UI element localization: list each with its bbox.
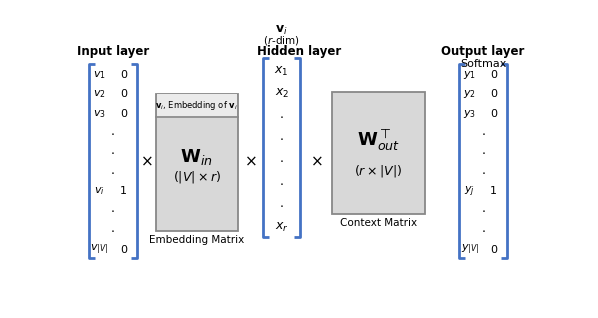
Text: $\mathbf{v}_i$: $\mathbf{v}_i$: [275, 24, 288, 37]
Text: $v_3$: $v_3$: [93, 108, 106, 120]
Text: $(r \times |V|)$: $(r \times |V|)$: [355, 163, 402, 179]
Text: $\times$: $\times$: [244, 154, 257, 169]
Text: $v_{|V|}$: $v_{|V|}$: [90, 243, 108, 257]
Text: $\times$: $\times$: [310, 154, 322, 169]
Text: 0: 0: [490, 245, 498, 255]
Text: Output layer: Output layer: [441, 45, 525, 58]
Text: $x_2$: $x_2$: [274, 87, 289, 100]
Bar: [157, 94, 237, 116]
Text: $\cdot$: $\cdot$: [279, 110, 284, 123]
Text: $y_3$: $y_3$: [463, 108, 476, 120]
Text: $\mathbf{W}_{in}$: $\mathbf{W}_{in}$: [181, 147, 213, 167]
Text: $\cdot$: $\cdot$: [481, 224, 486, 237]
Text: $\cdot$: $\cdot$: [111, 127, 115, 140]
Text: Embedding Matrix: Embedding Matrix: [149, 235, 245, 245]
Text: 0: 0: [120, 89, 127, 100]
Text: $\times$: $\times$: [140, 154, 152, 169]
Text: $\cdot$: $\cdot$: [481, 204, 486, 217]
Text: $\cdot$: $\cdot$: [111, 204, 115, 217]
Text: $v_i$: $v_i$: [94, 185, 105, 197]
Text: Input layer: Input layer: [77, 45, 149, 58]
Text: 1: 1: [490, 186, 498, 197]
Text: $\cdot$: $\cdot$: [279, 199, 284, 212]
Text: $\cdot$: $\cdot$: [279, 155, 284, 167]
Text: 0: 0: [120, 245, 127, 255]
Text: 1: 1: [120, 186, 127, 197]
Text: $v_1$: $v_1$: [93, 69, 106, 81]
Text: $y_j$: $y_j$: [464, 184, 475, 199]
Text: $\cdot$: $\cdot$: [111, 224, 115, 237]
Text: $y_1$: $y_1$: [463, 69, 476, 81]
Text: 0: 0: [120, 70, 127, 80]
Text: $(|V| \times r)$: $(|V| \times r)$: [173, 169, 221, 185]
Text: $(r$-dim): $(r$-dim): [263, 34, 300, 47]
Text: $y_2$: $y_2$: [463, 88, 476, 100]
Text: Context Matrix: Context Matrix: [340, 218, 417, 228]
Text: $x_1$: $x_1$: [274, 65, 289, 78]
Text: Hidden layer: Hidden layer: [257, 45, 341, 58]
Text: $y_{|V|}$: $y_{|V|}$: [460, 243, 479, 257]
Text: $\cdot$: $\cdot$: [481, 127, 486, 140]
Text: $\mathbf{v}_i$, Embedding of $\mathbf{v}_i$: $\mathbf{v}_i$, Embedding of $\mathbf{v}…: [155, 99, 238, 112]
Text: $v_2$: $v_2$: [93, 88, 106, 100]
Text: Softmax: Softmax: [460, 59, 507, 69]
Text: $\cdot$: $\cdot$: [279, 132, 284, 145]
Bar: [332, 92, 425, 214]
Text: $\cdot$: $\cdot$: [279, 177, 284, 190]
Text: $\cdot$: $\cdot$: [481, 166, 486, 178]
Text: 0: 0: [490, 70, 498, 80]
Text: $\cdot$: $\cdot$: [111, 166, 115, 178]
Text: $x_r$: $x_r$: [275, 221, 289, 234]
Text: $\mathbf{W}_{out}^{\top}$: $\mathbf{W}_{out}^{\top}$: [357, 128, 400, 153]
Text: $\cdot$: $\cdot$: [111, 146, 115, 159]
Text: 0: 0: [490, 89, 498, 100]
Text: 0: 0: [120, 109, 127, 119]
Text: $\cdot$: $\cdot$: [481, 146, 486, 159]
Bar: [156, 93, 237, 231]
Text: 0: 0: [490, 109, 498, 119]
